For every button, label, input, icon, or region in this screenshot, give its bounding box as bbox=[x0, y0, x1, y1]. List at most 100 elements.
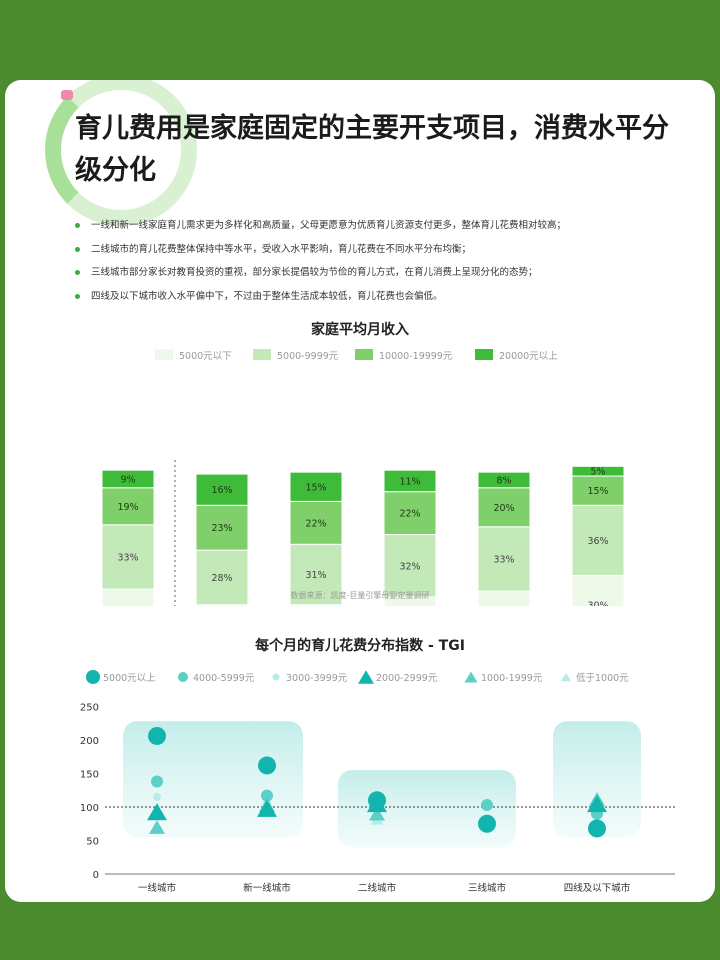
legend-label: 1000-1999元 bbox=[481, 673, 543, 684]
highlight-region bbox=[553, 721, 641, 837]
data-point bbox=[153, 792, 161, 801]
bar-segment bbox=[477, 487, 531, 528]
tgi-scatter-chart: 每个月的育儿花费分布指数 - TGI 5000元以上 4000-5999元 3000-… bbox=[80, 637, 675, 894]
bar-segment bbox=[289, 500, 343, 545]
bar-value-label: 33% bbox=[493, 554, 514, 565]
x-tick-label: 新一线城市 bbox=[243, 882, 291, 894]
page-title: 育儿费用是家庭固定的主要开支项目，消费水平分级分化 bbox=[75, 113, 669, 186]
legend-label: 4000-5999元 bbox=[193, 673, 255, 684]
chart-title: 家庭平均月收入 bbox=[311, 321, 409, 338]
legend-marker bbox=[358, 670, 374, 684]
bar-segment bbox=[477, 471, 531, 489]
bar-value-label: 22% bbox=[399, 509, 420, 520]
bullet-text: 四线及以下城市收入水平偏中下，不过由于整体生活成本较低，育儿花费也会偏低。 bbox=[91, 290, 443, 302]
bar-value-label: 22% bbox=[305, 518, 326, 529]
legend-swatch bbox=[253, 349, 271, 360]
bar-value-label: 15% bbox=[305, 482, 326, 493]
bar-value-label: 31% bbox=[305, 570, 326, 581]
bullet-list: 一线和新一线家庭育儿需求更为多样化和高质量，父母更愿意为优质育儿资源支付更多，整… bbox=[75, 214, 695, 308]
y-tick-label: 0 bbox=[93, 870, 99, 881]
legend-marker bbox=[561, 672, 571, 682]
y-tick-label: 200 bbox=[80, 736, 99, 747]
bar-segment bbox=[477, 526, 531, 592]
bar-segment bbox=[571, 475, 625, 506]
legend-marker bbox=[272, 673, 280, 681]
bar-value-label: 9% bbox=[120, 474, 135, 485]
highlight-region bbox=[123, 721, 303, 837]
data-point bbox=[588, 819, 606, 838]
bullet-text: 一线和新一线家庭育儿需求更为多样化和高质量，父母更愿意为优质育儿资源支付更多，整… bbox=[91, 220, 567, 231]
x-tick-label: 三线城市 bbox=[468, 882, 507, 894]
bar-segment bbox=[383, 469, 437, 493]
data-point bbox=[147, 803, 167, 821]
content-card: 育儿费用是家庭固定的主要开支项目，消费水平分级分化 一线和新一线家庭育儿需求更为… bbox=[5, 80, 715, 902]
bullet-dot bbox=[75, 293, 80, 299]
bullet-item: 二线城市的育儿花费整体保持中等水平，受收入水平影响，育儿花费在不同水平分布均衡； bbox=[75, 238, 695, 262]
data-point bbox=[148, 726, 166, 745]
x-tick-label: 二线城市 bbox=[358, 882, 397, 894]
bar-value-label: 15% bbox=[587, 486, 608, 497]
bar-segment bbox=[195, 549, 249, 606]
data-point bbox=[481, 798, 493, 811]
legend-marker bbox=[178, 672, 188, 682]
bar-segment bbox=[101, 487, 155, 526]
legend-marker bbox=[464, 671, 478, 683]
bullet-item: 三线城市部分家长对教育投资的重视，部分家长提倡较为节俭的育儿方式，在育儿消费上呈… bbox=[75, 261, 695, 285]
bar-value-label: 19% bbox=[117, 502, 138, 513]
bar-segment bbox=[195, 504, 249, 551]
bullet-dot bbox=[75, 223, 80, 228]
y-tick-label: 50 bbox=[86, 837, 99, 848]
bullet-text: 二线城市的育儿花费整体保持中等水平，受收入水平影响，育儿花费在不同水平分布均衡； bbox=[91, 243, 472, 255]
bullet-dot bbox=[75, 246, 80, 252]
data-point bbox=[261, 789, 273, 802]
data-point bbox=[368, 791, 386, 810]
legend-label: 10000-19999元 bbox=[379, 351, 453, 362]
legend-label: 20000元以上 bbox=[499, 351, 558, 362]
data-point bbox=[478, 814, 496, 833]
source-note: 数据来源：凯度-巨量引擎母婴定量调研 bbox=[290, 591, 430, 600]
data-point bbox=[258, 756, 276, 775]
legend-label: 5000元以上 bbox=[103, 673, 156, 684]
bar-value-label: 33% bbox=[117, 552, 138, 563]
bar-value-label: 36% bbox=[587, 536, 608, 547]
bullet-dot bbox=[75, 270, 80, 275]
highlight-region bbox=[338, 770, 516, 848]
data-point bbox=[369, 806, 385, 821]
legend-swatch bbox=[475, 349, 493, 360]
bar-value-label: 5% bbox=[590, 467, 605, 478]
bar-value-label: 23% bbox=[211, 523, 232, 534]
bar-segment bbox=[101, 469, 155, 489]
bar-value-label: 32% bbox=[399, 561, 420, 572]
data-point bbox=[257, 799, 277, 817]
bar-segment bbox=[289, 471, 343, 502]
legend-label: 2000-2999元 bbox=[376, 673, 438, 684]
legend-label: 5000元以下 bbox=[179, 351, 232, 362]
bar-segment bbox=[195, 473, 249, 506]
data-point bbox=[151, 775, 163, 788]
income-stacked-bar-chart: 家庭平均月收入 5000元以下 5000-9999元 10000-19999元 2000… bbox=[101, 321, 625, 606]
data-point bbox=[587, 795, 607, 813]
bar-segment bbox=[383, 491, 437, 536]
bar-value-label: 11% bbox=[399, 476, 420, 487]
decorative-badge bbox=[61, 90, 73, 100]
bar-segment bbox=[571, 504, 625, 576]
legend-swatch bbox=[155, 349, 173, 360]
legend-marker bbox=[86, 670, 100, 684]
y-tick-label: 100 bbox=[80, 803, 99, 814]
data-point bbox=[149, 820, 165, 834]
x-tick-label: 一线城市 bbox=[138, 882, 177, 894]
x-tick-label: 四线及以下城市 bbox=[564, 882, 631, 894]
bar-value-label: 20% bbox=[493, 503, 514, 514]
legend-label: 5000-9999元 bbox=[277, 351, 339, 362]
bar-value-label: 8% bbox=[496, 475, 511, 486]
legend-label: 低于1000元 bbox=[576, 672, 629, 684]
bullet-item: 一线和新一线家庭育儿需求更为多样化和高质量，父母更愿意为优质育儿资源支付更多，整… bbox=[75, 214, 695, 238]
bar-value-label: 30% bbox=[587, 600, 608, 606]
bullet-text: 三线城市部分家长对教育投资的重视，部分家长提倡较为节俭的育儿方式，在育儿消费上呈… bbox=[91, 267, 538, 278]
legend-label: 3000-3999元 bbox=[286, 673, 348, 684]
chart-title: 每个月的育儿花费分布指数 - TGI bbox=[255, 637, 465, 654]
bar-segment bbox=[383, 534, 437, 598]
y-tick-label: 150 bbox=[80, 770, 99, 781]
bar-segment bbox=[101, 524, 155, 590]
bullet-item: 四线及以下城市收入水平偏中下，不过由于整体生活成本较低，育儿花费也会偏低。 bbox=[75, 285, 695, 309]
